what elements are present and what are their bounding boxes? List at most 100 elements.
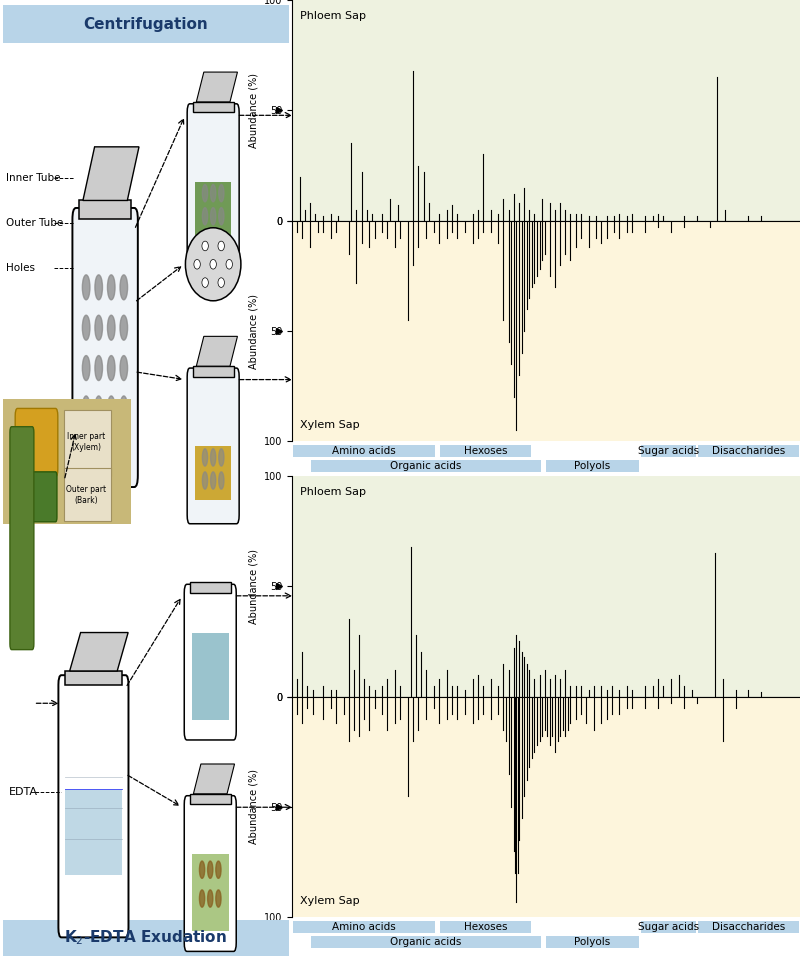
Circle shape [218, 472, 224, 489]
FancyBboxPatch shape [58, 676, 129, 937]
Circle shape [107, 396, 115, 421]
Ellipse shape [226, 259, 233, 269]
Polygon shape [194, 764, 234, 794]
Bar [311, 460, 541, 473]
FancyBboxPatch shape [184, 796, 236, 951]
Circle shape [210, 449, 216, 466]
Bar [193, 366, 234, 377]
Circle shape [216, 861, 221, 878]
Bar [64, 468, 111, 521]
FancyBboxPatch shape [184, 584, 236, 740]
Text: Phloem Sap: Phloem Sap [300, 487, 366, 497]
Circle shape [120, 315, 128, 340]
Bar [191, 633, 229, 720]
Bar [195, 182, 231, 235]
Circle shape [82, 275, 90, 300]
Circle shape [95, 396, 102, 421]
Text: Organic acids: Organic acids [390, 461, 462, 472]
Circle shape [202, 208, 208, 225]
Bar [3, 399, 131, 524]
Ellipse shape [210, 259, 216, 269]
Text: EDTA: EDTA [9, 787, 38, 798]
Circle shape [95, 275, 102, 300]
Y-axis label: Abundance (%): Abundance (%) [249, 549, 259, 624]
Text: Polyols: Polyols [574, 461, 610, 472]
Text: Inner Tube: Inner Tube [6, 173, 60, 183]
FancyBboxPatch shape [187, 104, 239, 259]
Circle shape [210, 472, 216, 489]
Circle shape [202, 185, 208, 202]
Circle shape [95, 356, 102, 381]
Ellipse shape [218, 241, 225, 251]
Bar [195, 446, 231, 500]
Polygon shape [83, 147, 139, 201]
Text: Holes: Holes [6, 263, 35, 273]
Circle shape [82, 396, 90, 421]
FancyBboxPatch shape [16, 472, 57, 522]
Bar [642, 921, 695, 933]
Bar [311, 936, 541, 949]
Bar [190, 582, 230, 593]
Circle shape [120, 275, 128, 300]
Circle shape [82, 315, 90, 340]
Y-axis label: Abundance (%): Abundance (%) [249, 73, 259, 148]
Polygon shape [70, 632, 128, 671]
FancyBboxPatch shape [187, 368, 239, 524]
Circle shape [120, 356, 128, 381]
Bar [546, 460, 639, 473]
Text: Centrifugation: Centrifugation [84, 16, 208, 32]
Text: Outer part
(Bark): Outer part (Bark) [66, 485, 106, 505]
Text: Amino acids: Amino acids [332, 922, 396, 932]
Circle shape [107, 275, 115, 300]
Bar [546, 936, 639, 949]
Bar [190, 794, 230, 804]
Bar [65, 789, 122, 875]
Bar [698, 445, 798, 456]
Circle shape [218, 208, 224, 225]
Ellipse shape [202, 278, 208, 287]
Text: Xylem Sap: Xylem Sap [300, 897, 359, 906]
Ellipse shape [194, 259, 200, 269]
Circle shape [202, 472, 208, 489]
Polygon shape [196, 336, 238, 366]
Ellipse shape [186, 228, 241, 301]
Circle shape [210, 185, 216, 202]
FancyBboxPatch shape [15, 408, 58, 477]
Text: Inner part
(Xylem): Inner part (Xylem) [67, 432, 106, 452]
Circle shape [216, 890, 221, 907]
Bar [440, 445, 530, 456]
Text: Sugar acids: Sugar acids [638, 922, 699, 932]
Bar [440, 921, 530, 933]
Text: Outer Tube: Outer Tube [6, 218, 63, 228]
Text: Organic acids: Organic acids [390, 937, 462, 948]
Ellipse shape [218, 278, 225, 287]
Circle shape [218, 185, 224, 202]
Text: Disaccharides: Disaccharides [712, 922, 785, 932]
Text: K$_2$-EDTA Exudation: K$_2$-EDTA Exudation [65, 928, 227, 948]
Text: Sugar acids: Sugar acids [638, 446, 699, 456]
Bar [64, 410, 111, 476]
Circle shape [107, 356, 115, 381]
Circle shape [208, 861, 213, 878]
Ellipse shape [202, 241, 208, 251]
Bar [79, 201, 131, 219]
Bar [698, 921, 798, 933]
Y-axis label: Abundance (%): Abundance (%) [249, 770, 259, 845]
Bar [294, 921, 435, 933]
Bar [642, 445, 695, 456]
Circle shape [95, 315, 102, 340]
Circle shape [202, 449, 208, 466]
FancyBboxPatch shape [73, 208, 138, 487]
FancyBboxPatch shape [10, 427, 34, 650]
Circle shape [208, 890, 213, 907]
Bar [65, 671, 122, 685]
Y-axis label: Abundance (%): Abundance (%) [249, 293, 259, 369]
Text: Disaccharides: Disaccharides [712, 446, 785, 456]
Bar [294, 445, 435, 456]
Text: Hexoses: Hexoses [464, 446, 507, 456]
Text: Polyols: Polyols [574, 937, 610, 948]
Polygon shape [196, 72, 238, 102]
Circle shape [199, 861, 205, 878]
Bar [191, 854, 229, 931]
Text: Phloem Sap: Phloem Sap [300, 11, 366, 21]
